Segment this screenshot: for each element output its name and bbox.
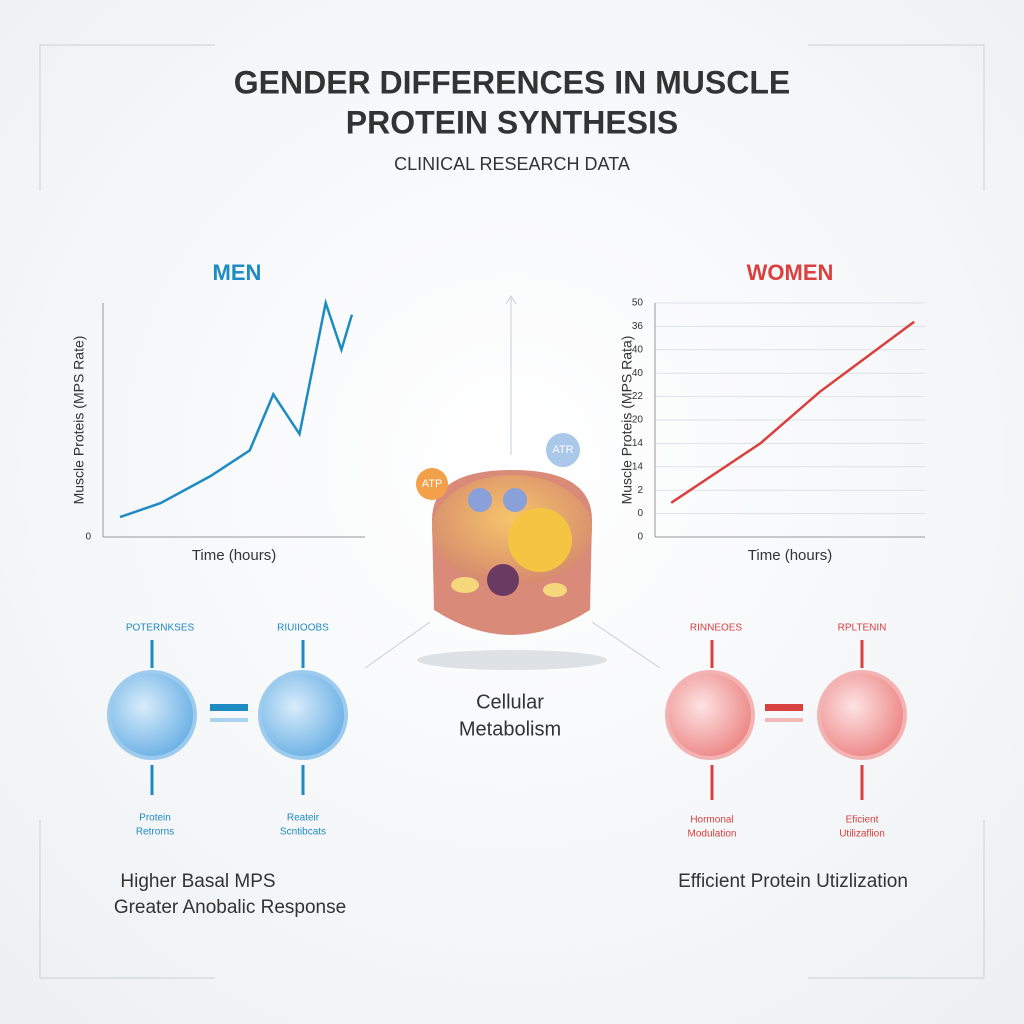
- women-cells: [665, 640, 907, 800]
- men-label: Retrorns: [136, 827, 174, 838]
- men-heading: MEN: [213, 260, 262, 285]
- men-label: Scntibcats: [280, 827, 326, 838]
- women-summary: Efficient Protein Utizlization: [678, 871, 908, 892]
- y-tick-label: 2: [637, 485, 643, 496]
- y-tick-label: 50: [632, 298, 644, 309]
- frame-corners: [39, 44, 985, 979]
- y-axis-label: Muscle Proteis (MPS Rata): [619, 336, 635, 505]
- data-line: [119, 298, 354, 519]
- women-heading: WOMEN: [747, 260, 834, 285]
- atr-badge: ATR: [552, 444, 573, 456]
- title: GENDER DIFFERENCES IN MUSCLE: [234, 64, 790, 100]
- y-tick-label: 40: [632, 368, 644, 379]
- y-axis-label: Muscle Proteis (MPS Rate): [71, 336, 87, 505]
- center-label: Metabolism: [459, 718, 561, 740]
- men-label: Protein: [139, 813, 171, 824]
- women-label: Eficient: [846, 815, 879, 826]
- men-summary: Higher Basal MPS: [120, 871, 275, 892]
- men-summary: Greater Anobalic Response: [114, 897, 346, 918]
- women-label: Modulation: [688, 829, 737, 840]
- data-line: [670, 320, 915, 504]
- center-label: Cellular: [476, 691, 544, 713]
- men-label: Reateir: [287, 813, 320, 824]
- men-label: POTERNKSES: [126, 623, 195, 634]
- y-tick-label: 20: [632, 415, 644, 426]
- atp-badge: ATP: [422, 478, 443, 490]
- y-tick-label: 14: [632, 461, 644, 472]
- men-cells: [107, 640, 348, 795]
- x-axis-label: Time (hours): [748, 547, 832, 564]
- x-axis-label: Time (hours): [192, 547, 276, 564]
- women-label: Utilizaflion: [839, 829, 885, 840]
- y-tick-label: 0: [85, 532, 91, 543]
- women-label: Hormonal: [690, 815, 733, 826]
- women-label: RPLTENIN: [838, 623, 887, 634]
- y-tick-label: 0: [637, 532, 643, 543]
- y-tick-label: 14: [632, 438, 644, 449]
- y-tick-label: 22: [632, 391, 644, 402]
- cell-illustration: [364, 295, 661, 670]
- y-tick-label: 0: [637, 508, 643, 519]
- men-label: RIUIIOOBS: [277, 623, 329, 634]
- title: PROTEIN SYNTHESIS: [346, 104, 679, 140]
- y-tick-label: 40: [632, 344, 644, 355]
- women-label: RINNEOES: [690, 623, 743, 634]
- y-tick-label: 36: [632, 321, 644, 332]
- subtitle: CLINICAL RESEARCH DATA: [394, 154, 630, 174]
